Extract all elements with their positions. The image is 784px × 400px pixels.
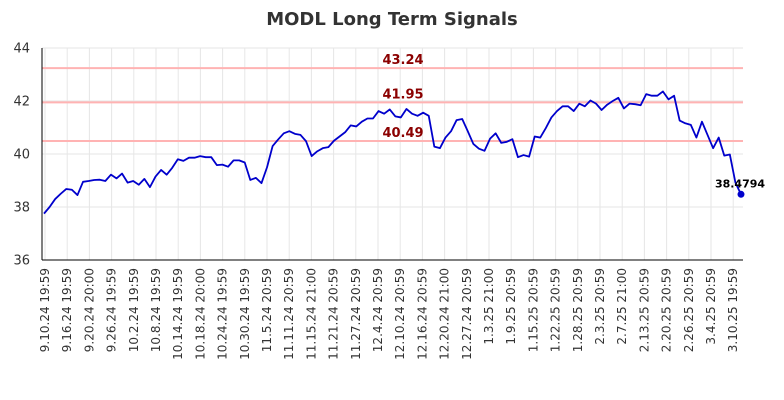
x-tick-label: 10.18.24 20:00 <box>193 268 207 360</box>
y-tick-label: 40 <box>13 148 30 163</box>
x-tick-label: 12.27.24 20:59 <box>460 268 474 360</box>
x-tick-label: 12.4.24 20:59 <box>371 268 385 352</box>
x-tick-label: 12.16.24 20:59 <box>415 268 429 360</box>
x-tick-label: 1.9.25 20:59 <box>504 268 518 345</box>
x-tick-label: 3.10.25 19:59 <box>726 268 740 352</box>
x-tick-label: 11.21.24 20:59 <box>327 268 341 360</box>
x-tick-label: 2.7.25 21:00 <box>615 268 629 345</box>
x-tick-label: 3.4.25 20:59 <box>704 268 718 345</box>
y-tick-label: 38 <box>13 201 30 216</box>
x-tick-label: 2.20.25 20:59 <box>660 268 674 352</box>
x-tick-label: 9.16.24 19:59 <box>60 268 74 352</box>
signal-line-label: 40.49 <box>382 126 423 141</box>
x-tick-label: 10.2.24 19:59 <box>127 268 141 352</box>
x-tick-label: 12.20.24 21:00 <box>438 268 452 360</box>
x-tick-label: 9.10.24 19:59 <box>38 268 52 352</box>
x-tick-label: 9.26.24 19:59 <box>105 268 119 352</box>
last-point-label: 38.4794 <box>715 177 765 190</box>
x-tick-label: 11.27.24 20:59 <box>349 268 363 360</box>
x-tick-label: 1.3.25 21:00 <box>482 268 496 345</box>
chart-title: MODL Long Term Signals <box>266 9 518 30</box>
series: 38.4794 <box>43 90 765 215</box>
signal-lines: 43.24 41.95 40.49 <box>42 53 743 143</box>
x-tick-label: 2.26.25 20:59 <box>682 268 696 352</box>
y-tick-label: 42 <box>13 95 30 110</box>
x-tick-label: 11.5.24 20:59 <box>260 268 274 352</box>
x-tick-label: 1.22.25 20:59 <box>549 268 563 352</box>
y-tick-label: 44 <box>13 42 30 57</box>
last-point-marker <box>737 190 745 198</box>
x-tick-label: 11.15.24 21:00 <box>304 268 318 360</box>
x-tick-label: 10.14.24 19:59 <box>171 268 185 360</box>
y-axis-ticks: 36 38 40 42 44 <box>13 42 30 269</box>
x-tick-label: 10.24.24 19:59 <box>216 268 230 360</box>
x-tick-label: 9.20.24 20:00 <box>82 268 96 352</box>
grid <box>42 47 743 261</box>
x-tick-label: 10.8.24 19:59 <box>149 268 163 352</box>
axes <box>41 48 743 261</box>
x-tick-label: 11.11.24 20:59 <box>282 268 296 360</box>
x-axis-ticks: 9.10.24 19:59 9.16.24 19:59 9.20.24 20:00 9… <box>38 268 740 360</box>
x-tick-label: 2.13.25 20:59 <box>637 268 651 352</box>
x-tick-label: 2.3.25 20:59 <box>593 268 607 345</box>
x-tick-label: 1.28.25 20:59 <box>571 268 585 352</box>
signal-line-label: 43.24 <box>382 53 423 68</box>
x-tick-label: 10.30.24 19:59 <box>238 268 252 360</box>
x-tick-label: 1.15.25 20:59 <box>526 268 540 352</box>
series-line <box>43 90 742 215</box>
y-tick-label: 36 <box>13 254 30 269</box>
signal-line-label: 41.95 <box>382 87 423 102</box>
x-tick-label: 12.10.24 20:59 <box>393 268 407 360</box>
